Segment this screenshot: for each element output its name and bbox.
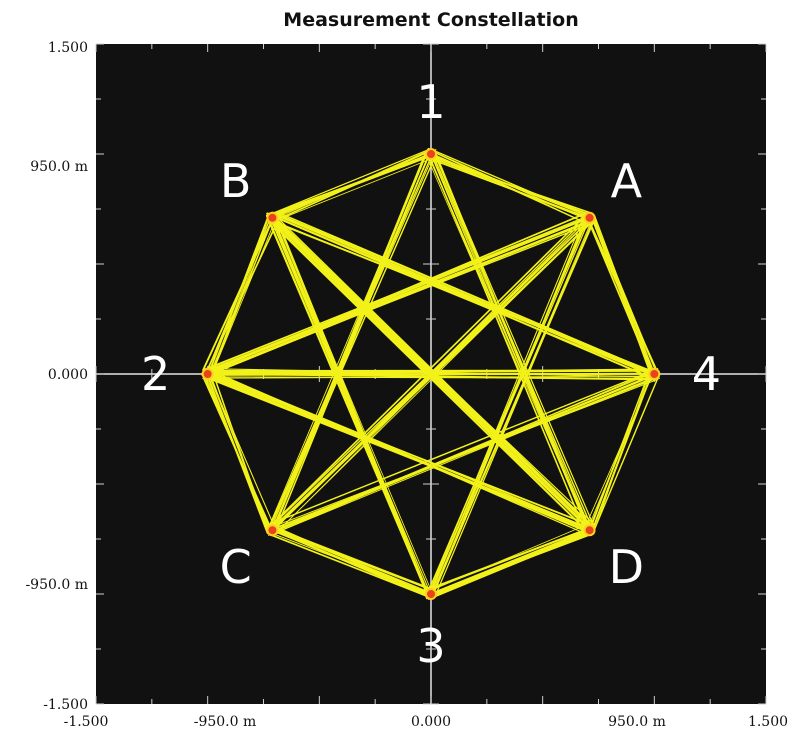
- trajectory-line: [204, 373, 586, 529]
- trajectory-line: [427, 212, 587, 596]
- trajectory-line: [270, 213, 431, 592]
- trajectory-line: [428, 156, 587, 535]
- symbol-marker: [201, 368, 214, 380]
- trajectory-line: [274, 152, 428, 527]
- trajectory-line: [430, 148, 595, 220]
- trajectory-line: [212, 369, 658, 374]
- symbol-marker: [266, 211, 279, 224]
- trajectory-line: [202, 221, 273, 371]
- y-tick-label: 950.0 m: [30, 159, 88, 175]
- trajectory-line: [275, 158, 433, 221]
- x-tick-label: 0.000: [411, 714, 451, 730]
- trajectory-line: [267, 525, 437, 596]
- symbol-label: C: [220, 540, 252, 594]
- trajectory-line: [207, 213, 273, 370]
- trajectory-line: [267, 368, 659, 526]
- trajectory-line: [272, 220, 661, 379]
- y-tick-label: -1.500: [43, 697, 88, 713]
- symbol-label: 1: [416, 75, 445, 129]
- trajectory-line: [427, 525, 586, 593]
- trajectory-line: [434, 221, 593, 597]
- trajectory-line: [266, 212, 654, 375]
- y-tick-label: 1.500: [48, 40, 88, 56]
- trajectory-line: [270, 525, 433, 590]
- symbol-label: B: [220, 154, 252, 208]
- y-tick-label: -950.0 m: [25, 577, 88, 593]
- trajectory-line: [269, 149, 433, 224]
- x-tick-label: -950.0 m: [194, 714, 257, 730]
- trajectory-line: [201, 375, 654, 379]
- trajectory-line: [210, 368, 270, 534]
- symbol-label: 2: [141, 347, 170, 401]
- symbol-marker: [425, 148, 437, 160]
- trajectory-line: [269, 368, 658, 536]
- trajectory-line: [209, 219, 595, 374]
- symbol-marker: [266, 524, 279, 537]
- symbol-marker: [583, 524, 596, 537]
- trajectory-line: [275, 220, 434, 596]
- trajectory-line: [427, 153, 589, 215]
- symbol-markers: [201, 148, 661, 600]
- x-tick-label: -1.500: [64, 714, 109, 730]
- symbol-marker: [583, 211, 596, 224]
- symbol-label: D: [609, 540, 644, 594]
- trajectory-line: [274, 149, 429, 214]
- trajectory-line: [587, 218, 659, 373]
- symbol-marker: [425, 588, 437, 600]
- symbol-label: A: [611, 154, 643, 208]
- symbol-labels: 1 A 4 D 3 C 2 B: [141, 75, 721, 673]
- trajectory-line: [276, 378, 659, 526]
- trajectory-line: [211, 218, 587, 370]
- trajectory-line: [268, 213, 429, 593]
- symbol-marker: [648, 368, 661, 380]
- symbol-label: 3: [416, 619, 445, 673]
- trajectory-line: [590, 367, 652, 527]
- trajectory-line: [428, 526, 593, 591]
- trajectory-line: [205, 220, 279, 374]
- trajectory-line: [592, 373, 650, 535]
- trajectory-line: [276, 214, 660, 377]
- trajectory-line: [211, 216, 277, 374]
- x-tick-label: 950.0 m: [608, 714, 666, 730]
- trajectory-line: [204, 369, 587, 528]
- trajectory-line: [203, 377, 272, 530]
- trajectory-line: [435, 219, 593, 591]
- trajectory-line: [206, 368, 278, 535]
- y-tick-label: 0.000: [48, 367, 88, 383]
- chart-title: Measurement Constellation: [283, 9, 578, 31]
- symbol-label: 4: [692, 347, 721, 401]
- trajectory-line: [430, 528, 595, 598]
- trajectory-line: [435, 154, 588, 529]
- trajectory-line: [592, 372, 661, 532]
- x-tick-label: 1.500: [748, 714, 788, 730]
- trajectory-lines: [201, 147, 661, 600]
- trajectory-line: [277, 211, 650, 372]
- trajectory-line: [268, 527, 431, 599]
- trajectory-line: [428, 151, 586, 224]
- trajectory-line: [267, 151, 428, 529]
- trajectory-line: [430, 221, 586, 592]
- trajectory-line: [435, 529, 596, 597]
